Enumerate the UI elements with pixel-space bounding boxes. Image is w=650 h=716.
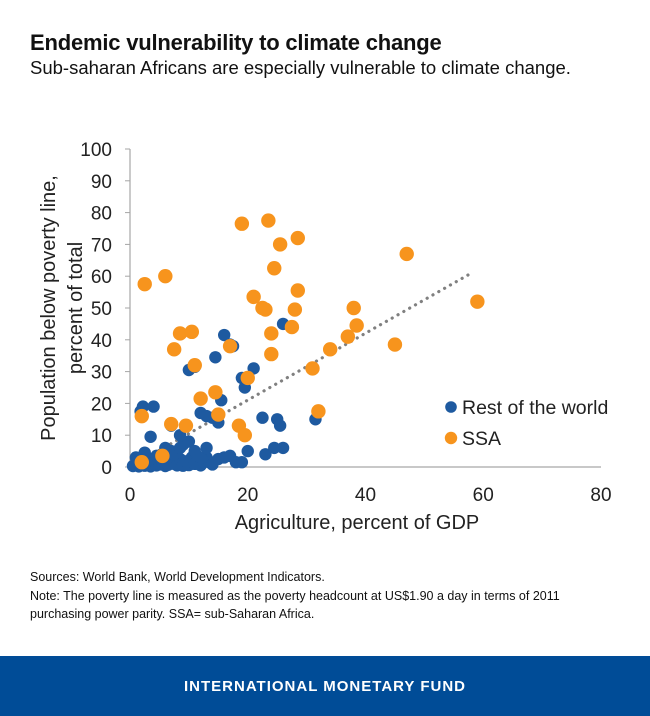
y-tick-label: 20 <box>91 394 112 415</box>
data-points <box>126 213 485 473</box>
point-ssa <box>264 326 279 341</box>
point-rest-of-world <box>241 444 254 458</box>
y-tick-label: 100 <box>80 140 112 161</box>
x-tick-label: 60 <box>473 485 494 506</box>
point-ssa <box>155 448 170 464</box>
scatter-chart: 0 10 20 30 40 50 60 70 80 90 100 0 20 40 60 80 Rest of … <box>38 140 612 534</box>
point-rest-of-world <box>182 435 196 448</box>
y-axis-label-line: Population below poverty line, <box>38 175 60 441</box>
footer-bar: INTERNATIONAL MONETARY FUND <box>0 656 650 716</box>
point-rest-of-world <box>276 441 290 455</box>
point-ssa <box>164 416 179 432</box>
y-tick-label: 0 <box>101 458 112 479</box>
point-ssa <box>240 370 255 386</box>
legend-marker-rest-of-world <box>445 401 457 413</box>
point-rest-of-world <box>256 411 269 424</box>
point-ssa <box>349 318 364 333</box>
point-rest-of-world <box>209 351 222 364</box>
point-ssa <box>272 237 288 252</box>
point-ssa <box>399 246 414 262</box>
y-axis-label-line: percent of total <box>65 242 87 374</box>
legend-marker-ssa <box>444 431 458 445</box>
point-ssa <box>166 342 182 357</box>
point-ssa <box>261 213 276 228</box>
point-rest-of-world <box>259 448 272 461</box>
point-ssa <box>208 385 223 400</box>
point-ssa <box>290 230 305 246</box>
point-ssa <box>187 358 202 373</box>
chart-subtitle: Sub-saharan Africans are especially vuln… <box>30 57 571 78</box>
point-ssa <box>134 455 149 470</box>
point-ssa <box>246 289 261 305</box>
point-ssa <box>211 407 226 422</box>
point-ssa <box>284 319 300 335</box>
point-ssa <box>237 428 253 443</box>
point-ssa <box>172 326 188 341</box>
point-rest-of-world <box>268 441 281 455</box>
y-tick-label: 10 <box>91 426 112 447</box>
x-tick-label: 80 <box>590 485 611 506</box>
point-ssa <box>287 302 303 317</box>
sources-text: Sources: World Bank, World Development I… <box>30 570 325 584</box>
legend-label-ssa: SSA <box>462 428 501 450</box>
point-rest-of-world <box>218 328 231 342</box>
footer-brand: INTERNATIONAL MONETARY FUND <box>184 677 466 695</box>
point-ssa <box>137 276 152 292</box>
x-tick-label: 20 <box>237 485 258 506</box>
chart-title: Endemic vulnerability to climate change <box>30 30 442 55</box>
y-tick-label: 80 <box>91 204 112 225</box>
point-ssa <box>470 294 485 309</box>
chart-axes <box>125 148 601 468</box>
point-rest-of-world <box>144 430 157 443</box>
point-ssa <box>290 283 305 298</box>
point-rest-of-world <box>147 400 160 413</box>
point-ssa <box>193 391 208 406</box>
point-ssa <box>267 261 282 276</box>
legend: Rest of the world SSA <box>444 397 608 450</box>
trendline-group <box>128 271 474 469</box>
point-ssa <box>322 342 338 357</box>
point-ssa <box>134 408 149 424</box>
x-tick-label: 0 <box>125 485 136 506</box>
point-ssa <box>311 404 326 419</box>
axis-labels: Agriculture, percent of GDP Population be… <box>38 175 479 534</box>
note-text: Note: The poverty line is measured as th… <box>30 588 560 622</box>
point-rest-of-world <box>194 451 207 464</box>
point-ssa <box>184 324 200 340</box>
legend-label-rest-of-world: Rest of the world <box>462 397 608 419</box>
point-ssa <box>178 418 194 433</box>
trendline <box>128 271 474 469</box>
y-tick-label: 50 <box>91 299 112 320</box>
point-ssa <box>387 337 403 352</box>
y-tick-label: 60 <box>91 267 112 288</box>
y-tick-label: 70 <box>91 235 112 256</box>
point-ssa <box>234 216 250 231</box>
point-ssa <box>258 302 273 317</box>
x-tick-label: 40 <box>355 485 376 506</box>
point-ssa <box>305 361 320 376</box>
point-ssa <box>340 329 356 344</box>
chart-notes: Sources: World Bank, World Development I… <box>30 568 620 624</box>
tick-labels: 0 10 20 30 40 50 60 70 80 90 100 0 20 40 60 80 <box>80 140 611 506</box>
point-ssa <box>264 346 279 362</box>
point-ssa <box>346 300 361 316</box>
point-rest-of-world <box>273 419 287 432</box>
y-tick-label: 30 <box>91 363 112 384</box>
point-ssa <box>222 338 238 354</box>
y-tick-label: 90 <box>91 172 112 193</box>
y-tick-label: 40 <box>91 331 112 352</box>
x-axis-label: Agriculture, percent of GDP <box>235 512 480 534</box>
point-ssa <box>158 269 173 284</box>
point-rest-of-world <box>200 441 213 455</box>
point-rest-of-world <box>235 456 249 469</box>
